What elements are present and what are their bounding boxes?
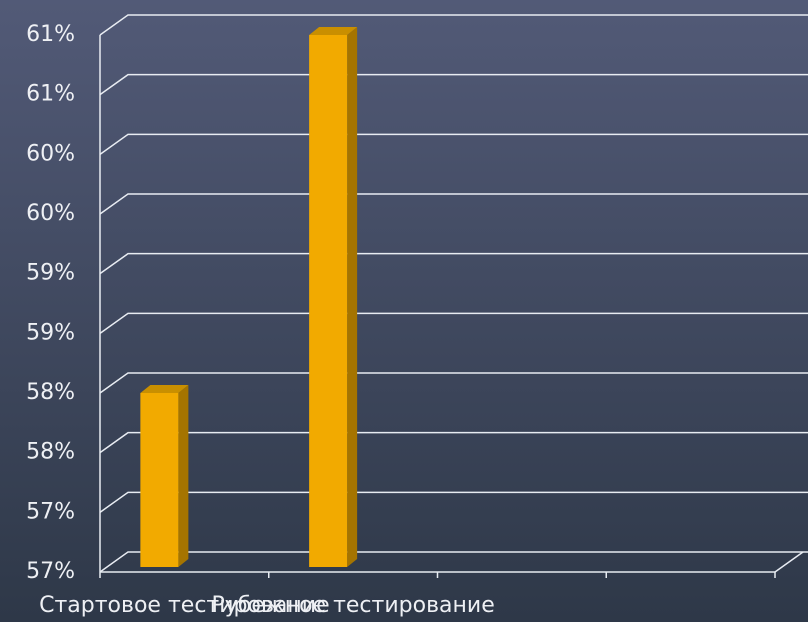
bar	[140, 393, 179, 567]
grid-line	[99, 491, 808, 513]
bar-side	[178, 385, 189, 567]
floor-edge	[774, 551, 804, 573]
y-tick-label: 59%	[26, 320, 75, 345]
y-tick-label: 59%	[26, 261, 75, 286]
grid-line	[99, 14, 808, 36]
grid-line	[99, 431, 808, 454]
grid-line	[99, 372, 808, 394]
y-tick-label: 61%	[26, 22, 75, 47]
grid-line	[99, 133, 808, 155]
y-tick-label: 61%	[26, 82, 75, 107]
x-tick-label: Рубежное тестирование	[212, 593, 495, 618]
grid-line	[99, 193, 808, 215]
bar-top	[140, 385, 189, 393]
bar	[309, 35, 348, 567]
bar-side	[347, 27, 358, 567]
bar-top	[309, 27, 358, 35]
grid-line	[99, 252, 808, 275]
grid-line	[99, 551, 808, 573]
y-tick-label: 60%	[26, 201, 75, 226]
y-tick-label: 60%	[26, 141, 75, 166]
grid-line	[99, 73, 808, 96]
y-tick-label: 57%	[26, 499, 75, 524]
grid-line	[99, 312, 808, 334]
y-tick-label: 57%	[26, 559, 75, 584]
y-tick-label: 58%	[26, 380, 75, 405]
x-tick-label: Стартовое тестирование	[39, 593, 330, 618]
y-tick-label: 58%	[26, 440, 75, 465]
